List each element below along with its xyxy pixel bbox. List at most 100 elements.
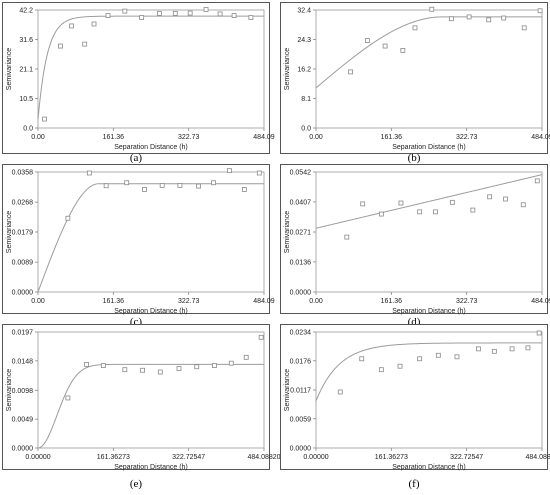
data-point — [536, 330, 542, 336]
y-axis-label: Semivariance — [6, 211, 13, 254]
variogram-panel: 0.0000 0.0049 0.0098 0.0148 0.0197 0.00000 161… — [2, 324, 281, 471]
x-tick-label: 484.09 — [253, 298, 275, 305]
y-tick-label: 0.0059 — [290, 416, 312, 423]
panel-frame — [280, 2, 548, 154]
data-point — [501, 15, 507, 21]
x-tick-label: 484.08820 — [525, 454, 550, 461]
data-point — [241, 187, 247, 192]
data-point — [487, 194, 493, 200]
panel-caption: (b) — [407, 152, 421, 164]
y-tick-label: 0.0049 — [12, 417, 34, 424]
data-point — [228, 360, 234, 366]
y-tick-label: 0.0000 — [12, 290, 34, 297]
x-tick-label: 0.00000 — [303, 454, 328, 461]
data-point — [140, 367, 145, 373]
y-tick-label: 0.0542 — [290, 170, 312, 177]
variogram-panel: 0.0000 0.0136 0.0271 0.0407 0.0542 0.00 161.36… — [280, 164, 550, 315]
data-point — [525, 345, 531, 351]
chart-svg: 0.0 10.5 21.1 31.6 42.2 0.00 161.36 322.73 484.0… — [2, 2, 275, 154]
data-point — [176, 366, 182, 371]
y-axis-label: Semivariance — [284, 369, 291, 412]
x-tick-label: 484.09 — [531, 134, 550, 141]
panel-frame — [280, 324, 548, 470]
data-point — [227, 168, 232, 174]
data-point — [194, 364, 200, 370]
y-tick-label: 0.0 — [301, 126, 311, 133]
data-point — [69, 23, 75, 29]
y-tick-label: 0.0136 — [290, 259, 312, 266]
data-point — [337, 389, 343, 395]
x-tick-label: 484.08820 — [247, 454, 280, 461]
y-tick-label: 0.0358 — [12, 170, 34, 177]
y-tick-label: 31.6 — [19, 37, 33, 44]
x-axis-label: Separation Distance (h) — [392, 308, 466, 315]
x-axis-label: Separation Distance (h) — [114, 144, 188, 151]
y-tick-label: 0.0117 — [290, 388, 311, 395]
chart-svg: 0.0000 0.0059 0.0117 0.0176 0.0234 0.00000 161… — [280, 324, 550, 471]
data-point — [382, 43, 388, 49]
data-point — [122, 367, 128, 373]
y-tick-label: 0.0 — [23, 126, 33, 133]
data-point — [103, 183, 109, 189]
data-point — [466, 14, 472, 20]
model-curve — [315, 342, 542, 402]
data-point — [142, 187, 147, 192]
y-tick-label: 8.1 — [301, 96, 311, 103]
y-axis-label: Semivariance — [6, 369, 13, 412]
data-point — [159, 183, 165, 188]
data-point — [211, 180, 216, 186]
data-point — [476, 346, 481, 352]
data-point — [157, 369, 163, 375]
x-tick-label: 484.09 — [531, 298, 550, 305]
data-point — [520, 202, 526, 208]
data-point — [139, 15, 145, 20]
model-curve — [37, 183, 264, 293]
data-point — [360, 201, 366, 207]
y-tick-label: 21.1 — [19, 67, 33, 74]
data-point — [344, 234, 350, 240]
x-tick-label: 322.73 — [178, 134, 200, 141]
data-point — [258, 334, 264, 340]
data-point — [378, 211, 384, 217]
model-curve — [315, 174, 543, 229]
y-tick-label: 10.5 — [19, 96, 33, 103]
data-point — [177, 183, 183, 188]
x-axis-label: Separation Distance (h) — [392, 144, 466, 151]
y-tick-label: 42.2 — [19, 8, 33, 15]
y-tick-label: 0.0197 — [12, 330, 34, 337]
variogram-panel: 0.0000 0.0089 0.0179 0.0268 0.0358 0.00 161.36… — [2, 164, 275, 315]
x-axis-label: Separation Distance (h) — [114, 308, 188, 315]
data-point — [248, 15, 254, 20]
data-point — [86, 170, 92, 176]
data-point — [256, 170, 262, 176]
panel-frame — [2, 324, 270, 470]
x-tick-label: 322.72547 — [450, 454, 483, 461]
panel-caption: (f) — [408, 478, 420, 490]
variogram-panel: 0.0 8.1 16.2 24.3 32.4 0.00 161.36 322.73 484.09… — [280, 2, 550, 154]
y-tick-label: 0.0148 — [12, 358, 34, 365]
x-tick-label: 161.36273 — [97, 454, 130, 461]
panel-caption: (e) — [129, 478, 143, 490]
x-tick-label: 161.36 — [381, 298, 403, 305]
data-point — [397, 363, 403, 369]
variogram-panel: 0.0 10.5 21.1 31.6 42.2 0.00 161.36 322.73 484.0… — [2, 2, 275, 154]
y-tick-label: 0.0179 — [12, 230, 34, 237]
model-curve — [37, 15, 264, 120]
data-point — [435, 352, 441, 358]
data-point — [454, 354, 460, 360]
data-point — [124, 180, 130, 186]
chart-svg: 0.0000 0.0136 0.0271 0.0407 0.0542 0.00 161.36… — [280, 164, 550, 315]
data-point — [100, 363, 106, 368]
data-point — [58, 43, 63, 49]
y-tick-label: 32.4 — [297, 8, 311, 15]
x-tick-label: 322.73 — [456, 134, 478, 141]
data-point — [65, 395, 71, 401]
y-axis-label: Semivariance — [284, 48, 291, 91]
y-axis-label: Semivariance — [6, 48, 13, 91]
data-point — [65, 215, 71, 221]
x-tick-label: 161.36 — [381, 134, 403, 141]
data-point — [187, 10, 193, 16]
data-point — [348, 69, 353, 75]
data-point — [417, 209, 423, 215]
